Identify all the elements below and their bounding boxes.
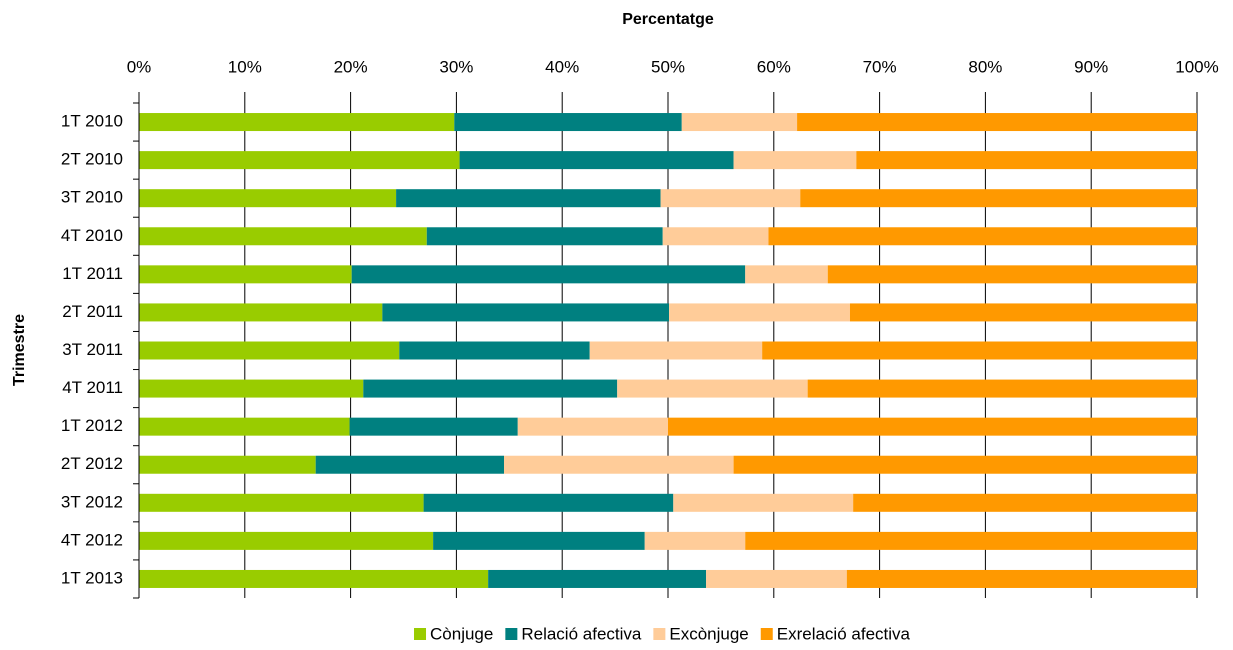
bar-segment	[856, 151, 1197, 170]
bar-segment	[768, 227, 1197, 246]
y-tick-label: 4T 2012	[61, 530, 123, 549]
bar-segment	[433, 531, 645, 550]
y-tick-label: 1T 2011	[62, 264, 123, 283]
y-tick-label: 1T 2010	[61, 112, 123, 131]
bar-segment	[589, 341, 763, 360]
bar-segment	[139, 113, 455, 132]
bar-segment	[315, 455, 505, 474]
bar-segment	[363, 379, 618, 398]
y-tick-label: 3T 2010	[61, 188, 123, 207]
bar-segment	[459, 151, 734, 170]
bar-segment	[762, 341, 1197, 360]
y-tick-label: 2T 2012	[61, 454, 123, 473]
bar-segment	[426, 227, 663, 246]
bar-segment	[351, 265, 746, 284]
bar-segment	[349, 417, 518, 436]
x-tick-label: 0%	[127, 57, 152, 76]
bar-segment	[681, 113, 798, 132]
y-tick-label: 4T 2010	[61, 226, 123, 245]
bar-segment	[745, 531, 1197, 550]
bar-segment	[139, 151, 460, 170]
legend-swatch	[760, 628, 773, 640]
bar-segment	[423, 493, 674, 512]
bar-segment	[382, 303, 670, 322]
bar-segment	[139, 341, 400, 360]
bar-segment	[733, 151, 857, 170]
y-axis-title: Trimestre	[11, 314, 28, 386]
x-tick-label: 80%	[968, 57, 1002, 76]
y-tick-label: 1T 2012	[61, 416, 123, 435]
x-tick-label: 70%	[863, 57, 897, 76]
legend-swatch	[653, 628, 666, 640]
bar-segment	[139, 569, 489, 588]
bar-segment	[617, 379, 808, 398]
bar-segment	[139, 265, 352, 284]
x-tick-label: 10%	[228, 57, 262, 76]
y-tick-label: 3T 2011	[62, 340, 123, 359]
x-tick-label: 40%	[545, 57, 579, 76]
bar-segment	[488, 569, 707, 588]
x-tick-label: 20%	[334, 57, 368, 76]
y-tick-label: 4T 2011	[62, 378, 123, 397]
bar-segment	[849, 303, 1197, 322]
bar-segment	[807, 379, 1197, 398]
bar-segment	[504, 455, 734, 474]
x-axis-title: Percentatge	[622, 11, 714, 28]
bar-segment	[399, 341, 590, 360]
x-tick-label: 90%	[1074, 57, 1108, 76]
bar-segment	[660, 189, 801, 208]
legend-swatch	[505, 628, 518, 640]
x-tick-label: 100%	[1175, 57, 1218, 76]
bar-segment	[745, 265, 828, 284]
bar-segment	[139, 417, 350, 436]
x-tick-label: 60%	[757, 57, 791, 76]
bar-segment	[853, 493, 1197, 512]
legend-label: Excònjuge	[669, 624, 748, 643]
bar-segment	[139, 455, 316, 474]
legend-label: Relació afectiva	[521, 624, 642, 643]
y-tick-label: 3T 2012	[61, 492, 123, 511]
bar-segment	[139, 531, 434, 550]
bar-segment	[139, 303, 383, 322]
bar-segment	[139, 379, 364, 398]
bar-segment	[797, 113, 1197, 132]
bar-segment	[139, 189, 397, 208]
bar-segment	[733, 455, 1197, 474]
bar-segment	[668, 417, 1197, 436]
bar-segment	[673, 493, 854, 512]
bar-segment	[669, 303, 850, 322]
bar-segment	[800, 189, 1197, 208]
bar-segment	[644, 531, 746, 550]
legend-label: Exrelació afectiva	[777, 624, 911, 643]
y-tick-label: 2T 2011	[62, 302, 123, 321]
bar-segment	[662, 227, 769, 246]
bar-segment	[706, 569, 847, 588]
bar-segment	[454, 113, 682, 132]
x-tick-label: 30%	[439, 57, 473, 76]
legend-label: Cònjuge	[430, 624, 493, 643]
y-tick-label: 2T 2010	[61, 150, 123, 169]
legend-swatch	[414, 628, 427, 640]
bar-segment	[396, 189, 661, 208]
x-tick-label: 50%	[651, 57, 685, 76]
bar-segment	[517, 417, 668, 436]
bar-segment	[139, 493, 424, 512]
bar-segment	[139, 227, 427, 246]
y-tick-label: 1T 2013	[61, 568, 123, 587]
bar-segment	[846, 569, 1197, 588]
bar-segment	[827, 265, 1197, 284]
